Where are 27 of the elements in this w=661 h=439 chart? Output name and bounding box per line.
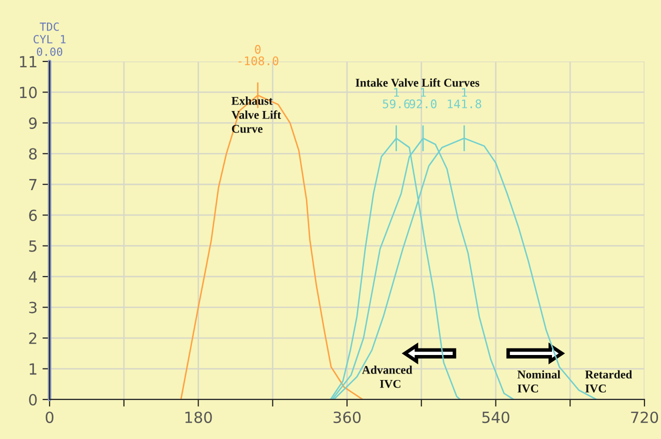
y-tick-label: 9: [29, 117, 37, 129]
x-tick-label: 180: [185, 412, 212, 424]
annotation: Retarded IVC: [585, 370, 632, 393]
ref-line-label: TDC CYL 1 0.00: [34, 22, 66, 56]
x-tick-label: 360: [334, 412, 361, 424]
annotation: 0 -108.0: [238, 44, 278, 66]
annotation: 1 92.0: [410, 88, 436, 108]
y-tick-label: 7: [29, 179, 36, 190]
y-tick-label: 2: [29, 332, 36, 344]
x-tick-label: 0: [46, 412, 54, 424]
y-tick-label: 5: [29, 240, 36, 252]
annotation: Exhaust Valve Lift Curve: [231, 96, 282, 133]
y-tick-label: 6: [29, 210, 37, 222]
annotation: 1 59.6: [382, 88, 410, 108]
annotation: Advanced IVC: [362, 366, 412, 388]
annotation: Intake Valve Lift Curves: [356, 78, 480, 87]
annotation: 1 141.8: [448, 88, 482, 108]
y-tick-label: 8: [29, 148, 37, 160]
y-tick-label: 4: [28, 271, 37, 282]
x-tick-label: 720: [631, 412, 658, 424]
y-tick-label: 11: [20, 56, 36, 68]
x-tick-label: 540: [482, 412, 510, 424]
y-tick-label: 3: [29, 302, 37, 314]
annotation: Nominal IVC: [517, 370, 560, 393]
y-tick-label: 10: [20, 86, 37, 98]
y-tick-label: 0: [29, 394, 37, 406]
y-tick-label: 1: [30, 363, 36, 375]
